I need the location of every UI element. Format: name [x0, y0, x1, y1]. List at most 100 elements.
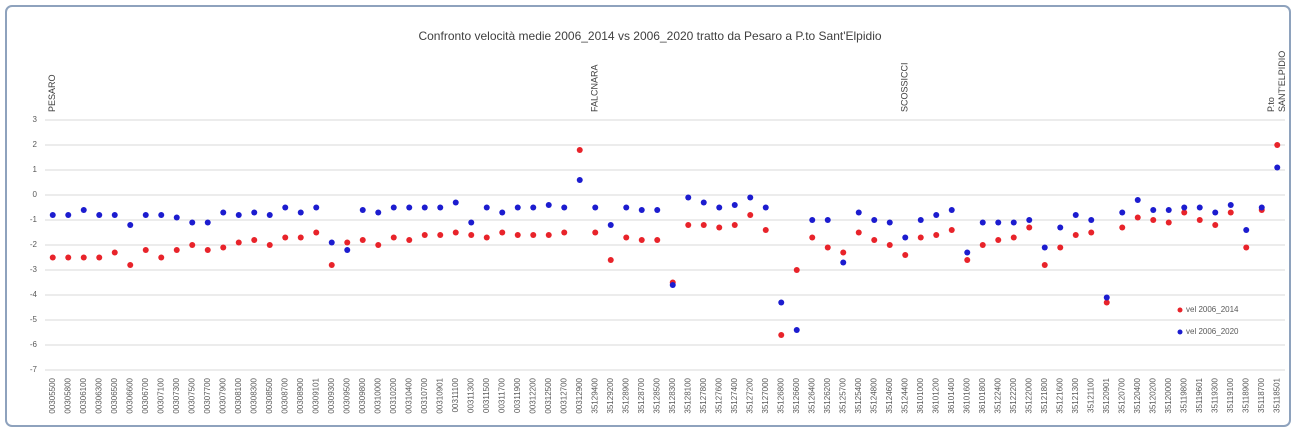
- y-tick-label: 3: [33, 115, 38, 124]
- legend-label: vel 2006_2014: [1186, 305, 1239, 314]
- point: [390, 204, 397, 211]
- annotation: PESARO: [47, 74, 57, 112]
- annotation: FALCNARA: [590, 64, 600, 112]
- point: [824, 244, 831, 251]
- point: [545, 202, 552, 208]
- point: [1103, 294, 1110, 301]
- chart-frame: [5, 5, 1291, 427]
- point: [189, 219, 196, 226]
- point: [1227, 202, 1234, 208]
- point: [499, 209, 506, 216]
- point: [49, 254, 56, 261]
- x-tick-label: 00311900: [513, 377, 522, 413]
- point: [313, 204, 320, 211]
- point: [235, 239, 242, 246]
- x-tick-label: 35120700: [1117, 377, 1126, 413]
- x-tick-label: 00311100: [451, 377, 460, 412]
- point: [545, 232, 552, 238]
- point: [979, 219, 986, 226]
- point: [561, 204, 568, 211]
- x-tick-label: 35124800: [869, 377, 878, 413]
- point: [948, 207, 955, 213]
- chart-title: Confronto velocità medie 2006_2014 vs 20…: [418, 29, 881, 43]
- point: [933, 212, 940, 218]
- x-tick-label: 00308300: [249, 377, 258, 413]
- point: [1072, 232, 1079, 238]
- x-tick-label: 35128500: [652, 377, 661, 413]
- point: [359, 237, 366, 243]
- x-tick-label: 00309300: [327, 377, 336, 413]
- point: [1243, 227, 1250, 233]
- point: [266, 242, 273, 248]
- x-tick-label: 35120400: [1133, 377, 1142, 413]
- point: [979, 242, 986, 248]
- x-tick-label: 35128100: [683, 377, 692, 413]
- point: [607, 222, 614, 228]
- point: [654, 207, 661, 213]
- x-tick-label: 00307100: [156, 377, 165, 413]
- x-tick-label: 00306300: [94, 377, 103, 413]
- point: [1181, 209, 1188, 216]
- point: [917, 217, 924, 223]
- x-tick-label: 36101000: [916, 377, 925, 413]
- x-tick-label: 35124600: [885, 377, 894, 413]
- x-tick-label: 35120000: [1164, 377, 1173, 413]
- point: [948, 227, 955, 233]
- point: [561, 229, 568, 236]
- point: [530, 204, 537, 211]
- x-tick-label: 00312500: [544, 377, 553, 413]
- x-tick-label: 00309500: [342, 377, 351, 413]
- point: [1258, 204, 1265, 211]
- point: [344, 247, 351, 253]
- point: [282, 234, 289, 241]
- point: [700, 222, 707, 228]
- point: [762, 227, 769, 233]
- point: [406, 237, 413, 243]
- x-tick-label: 00308100: [234, 377, 243, 413]
- point: [142, 247, 149, 253]
- point: [251, 209, 258, 216]
- x-tick-label: 35118700: [1257, 377, 1266, 413]
- x-tick-label: 00310200: [389, 377, 398, 413]
- x-tick-label: 00305800: [63, 377, 72, 413]
- x-tick-label: 35126600: [792, 377, 801, 413]
- x-tick-label: 00312200: [528, 377, 537, 413]
- point: [809, 217, 816, 223]
- point: [1165, 219, 1172, 226]
- y-tick-label: -5: [30, 315, 38, 324]
- point: [840, 249, 847, 256]
- x-tick-label: 00308700: [280, 377, 289, 413]
- point: [1026, 217, 1033, 223]
- point: [421, 204, 428, 211]
- x-tick-label: 35119100: [1226, 377, 1235, 413]
- point: [1072, 212, 1079, 218]
- point: [762, 204, 769, 211]
- x-tick-label: 00311700: [497, 377, 506, 413]
- point: [902, 234, 909, 241]
- point: [840, 259, 847, 266]
- point: [654, 237, 661, 243]
- point: [80, 254, 87, 261]
- x-tick-label: 00309101: [311, 377, 320, 413]
- point: [623, 234, 630, 241]
- point: [375, 242, 382, 248]
- point: [204, 247, 211, 253]
- point: [793, 267, 800, 273]
- point: [499, 229, 506, 236]
- point: [964, 257, 971, 263]
- point: [886, 219, 893, 226]
- x-tick-label: 35126400: [807, 377, 816, 413]
- x-tick-label: 35128300: [668, 377, 677, 413]
- point: [1243, 244, 1250, 251]
- point: [871, 237, 878, 243]
- point: [685, 194, 692, 201]
- point: [344, 239, 351, 246]
- x-tick-label: 00306500: [110, 377, 119, 413]
- x-tick-label: 35118900: [1241, 377, 1250, 413]
- point: [437, 204, 444, 211]
- point: [871, 217, 878, 223]
- point: [96, 212, 103, 218]
- y-tick-label: -6: [30, 340, 38, 349]
- point: [406, 204, 413, 211]
- point: [1274, 142, 1281, 148]
